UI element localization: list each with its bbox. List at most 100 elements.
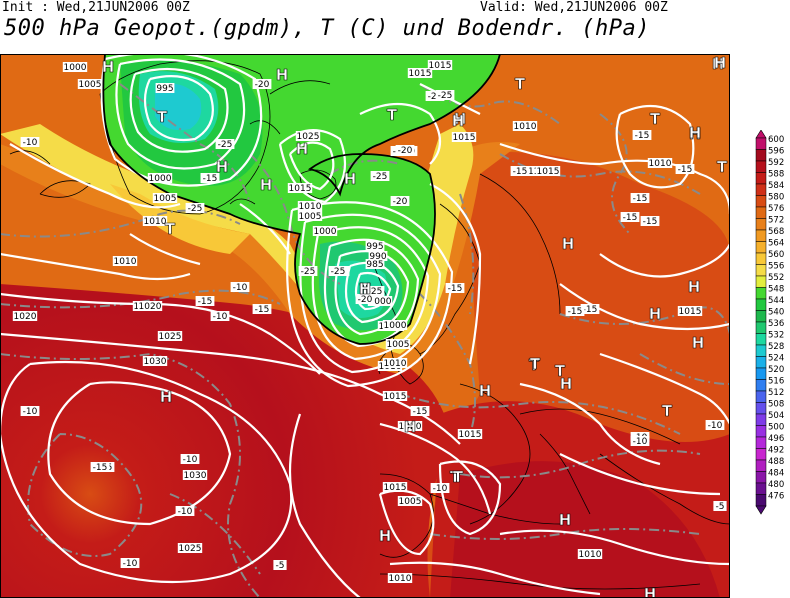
pressure-label: 1025 <box>297 132 320 142</box>
pressure-label: 1010 <box>114 257 137 267</box>
temperature-label: -15 <box>568 307 583 317</box>
temperature-label: -15 <box>198 297 213 307</box>
label-background <box>147 173 173 183</box>
temperature-label: -15 <box>583 305 598 315</box>
label-background <box>677 306 703 316</box>
legend-label: 560 <box>768 250 784 260</box>
label-background <box>395 145 415 155</box>
temperature-label: -25 <box>428 92 443 102</box>
legend-swatch <box>755 137 767 150</box>
label-background <box>185 203 205 213</box>
isotherms <box>0 83 730 598</box>
label-background <box>137 301 163 311</box>
label-background <box>295 131 321 141</box>
legend-swatch <box>755 252 767 265</box>
label-background <box>182 470 208 480</box>
label-background <box>385 339 411 349</box>
low-pressure-symbol: T <box>453 468 464 486</box>
init-time-label: Init : Wed,21JUN2006 00Z <box>2 0 190 15</box>
legend-swatch <box>755 229 767 242</box>
high-pressure-symbol: H <box>559 511 572 529</box>
low-pressure-symbol: T <box>165 220 176 238</box>
label-background <box>705 420 725 430</box>
legend-label: 544 <box>768 296 784 306</box>
low-pressure-symbol: T <box>717 158 728 176</box>
label-background <box>407 68 433 78</box>
label-background <box>77 79 103 89</box>
legend-swatch <box>755 367 767 380</box>
temperature-label: -25 <box>188 204 203 214</box>
high-pressure-symbol: H <box>216 158 229 176</box>
legend-label: 492 <box>768 446 784 456</box>
field-red-core <box>450 461 720 598</box>
legend-label: 512 <box>768 388 784 398</box>
label-background <box>382 482 408 492</box>
field-yellow-band <box>0 124 474 354</box>
pressure-label: 1005 <box>299 212 322 222</box>
label-background <box>510 166 530 176</box>
pressure-label: 1000 <box>149 174 172 184</box>
legend-label: 508 <box>768 400 784 410</box>
pressure-label: 995 <box>156 84 173 94</box>
label-background <box>62 62 88 72</box>
temperature-label: -10 <box>633 437 648 447</box>
pressure-label: 1015 <box>289 184 312 194</box>
temperature-label: -15 <box>413 407 428 417</box>
legend-swatch <box>755 494 767 507</box>
pressure-label: 1000 <box>64 63 87 73</box>
label-background <box>12 311 38 321</box>
temperature-label: -15 <box>623 213 638 223</box>
label-background <box>577 549 603 559</box>
legend-swatch <box>755 379 767 392</box>
label-background <box>410 406 430 416</box>
high-pressure-symbol: H <box>562 235 575 253</box>
label-background <box>120 558 140 568</box>
label-background <box>180 454 200 464</box>
temperature-label: -15 <box>93 463 108 473</box>
label-background <box>20 137 40 147</box>
label-background <box>368 251 388 261</box>
pressure-label: 1005 <box>154 194 177 204</box>
label-background <box>382 358 408 368</box>
label-background <box>535 166 561 176</box>
label-background <box>457 429 483 439</box>
legend-label: 584 <box>768 181 784 191</box>
legend-label: 528 <box>768 342 784 352</box>
label-background <box>367 296 393 306</box>
pressure-label: 1000 <box>384 321 407 331</box>
pressure-label: 1010 <box>144 217 167 227</box>
pressure-label: 1010 <box>384 359 407 369</box>
pressure-labels: 1000 1005 995 1000 1005 1010 1010 1015 1020 1025 1… <box>12 60 703 584</box>
label-background <box>142 356 168 366</box>
temperature-label: -25 <box>438 91 453 101</box>
label-background <box>451 132 477 142</box>
high-pressure-symbol: H <box>102 58 115 76</box>
temperature-label: -10 <box>213 312 228 322</box>
legend-swatch <box>755 425 767 438</box>
legend-label: 596 <box>768 147 784 157</box>
label-background <box>365 259 385 269</box>
high-pressure-symbol: H <box>260 176 273 194</box>
low-pressure-symbol: T <box>450 468 461 486</box>
pressure-label: 1020 <box>399 422 422 432</box>
temperature-label: -10 <box>178 507 193 517</box>
legend-swatch <box>755 275 767 288</box>
field-yellow-small <box>110 184 250 254</box>
label-background <box>640 216 660 226</box>
pressure-label: 1010 <box>579 550 602 560</box>
pressure-label: 1015 <box>679 307 702 317</box>
low-pressure-symbol: T <box>650 110 661 128</box>
label-background <box>195 296 215 306</box>
temperature-label: -10 <box>23 407 38 417</box>
label-background <box>632 130 652 140</box>
label-background <box>390 196 410 206</box>
legend-swatch <box>755 448 767 461</box>
pressure-label: 1010 <box>514 122 537 132</box>
legend-label: 548 <box>768 285 784 295</box>
contour-552 <box>102 54 501 345</box>
label-background <box>20 406 40 416</box>
label-background <box>430 483 450 493</box>
legend-label: 536 <box>768 319 784 329</box>
legend-swatch <box>755 471 767 484</box>
